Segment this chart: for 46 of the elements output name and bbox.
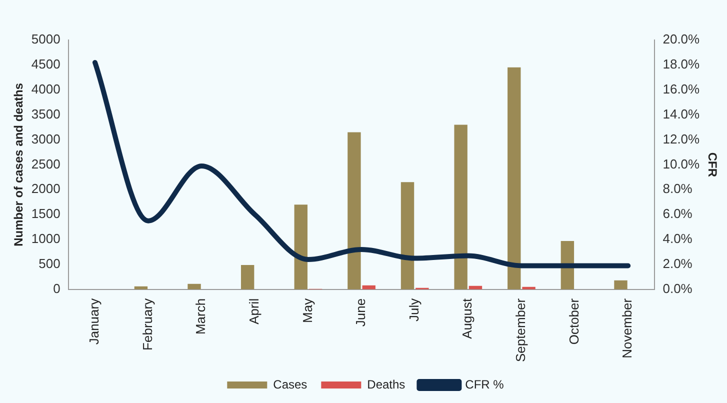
bar xyxy=(508,67,521,290)
legend-label: CFR % xyxy=(465,377,504,392)
x-tick-label: August xyxy=(460,298,475,339)
y2-tick-label: 0.0% xyxy=(662,280,693,296)
x-tick-label: April xyxy=(246,298,262,324)
legend-label: Cases xyxy=(273,377,308,392)
y-tick-label: 1000 xyxy=(31,231,60,246)
y-tick-label: 2000 xyxy=(31,181,60,196)
y-tick-label: 3000 xyxy=(31,131,60,146)
y-tick-label: 1500 xyxy=(31,206,60,222)
y2-tick-label: 20.0% xyxy=(662,32,700,47)
x-tick-label: January xyxy=(86,298,102,345)
y2-tick-label: 2.0% xyxy=(662,256,693,272)
y2-tick-label: 14.0% xyxy=(662,106,700,122)
x-tick-label: September xyxy=(513,298,528,362)
bar xyxy=(188,284,201,290)
bar xyxy=(614,280,628,290)
y2-tick-label: 12.0% xyxy=(662,131,700,146)
x-tick-label: March xyxy=(193,298,208,335)
y2-tick-label: 18.0% xyxy=(662,56,700,72)
y2-tick-label: 4.0% xyxy=(662,231,693,246)
x-tick-label: May xyxy=(300,298,315,323)
legend-label: Deaths xyxy=(367,377,406,392)
x-tick-label: November xyxy=(620,298,635,358)
y2-axis-title: CFR xyxy=(705,152,720,178)
y2-tick-label: 16.0% xyxy=(662,81,700,96)
bar xyxy=(454,124,468,290)
y2-tick-label: 6.0% xyxy=(662,206,693,222)
y-tick-label: 0 xyxy=(53,280,60,296)
x-tick-label: June xyxy=(353,298,368,327)
y-tick-label: 3500 xyxy=(31,106,60,122)
bar xyxy=(348,132,361,290)
bar xyxy=(240,264,254,290)
x-tick-label: July xyxy=(406,298,422,322)
y-tick-label: 5000 xyxy=(31,32,60,47)
x-tick-label: February xyxy=(140,298,155,350)
x-tick-label: October xyxy=(566,298,582,345)
y-axis-title: Number of cases and deaths xyxy=(12,82,26,246)
y-tick-label: 4500 xyxy=(31,56,60,72)
bar xyxy=(294,204,308,290)
y2-tick-label: 10.0% xyxy=(662,156,700,172)
y-tick-label: 500 xyxy=(38,256,60,272)
bar xyxy=(400,182,414,290)
y-tick-label: 2500 xyxy=(31,156,60,172)
y2-tick-label: 8.0% xyxy=(662,181,693,196)
y-tick-label: 4000 xyxy=(31,81,60,96)
